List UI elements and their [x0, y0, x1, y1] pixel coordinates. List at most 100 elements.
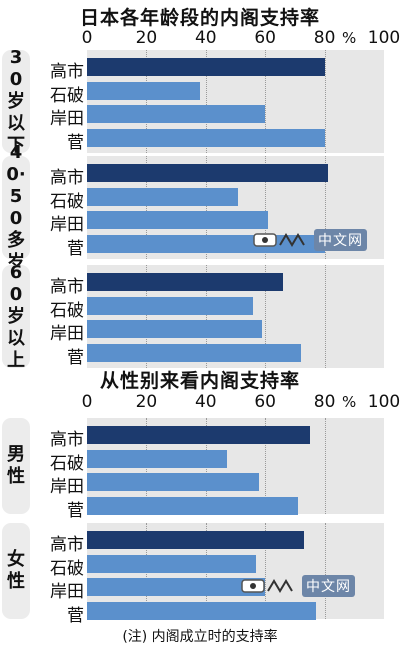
group-label-tab: 30岁以下 — [2, 47, 30, 156]
gridline — [324, 523, 326, 619]
bar-row: 高市 — [0, 426, 400, 450]
gridline — [324, 418, 326, 514]
bar — [87, 578, 266, 596]
bar-row: 石破 — [0, 449, 400, 474]
watermark-logo: 中文网 — [240, 575, 355, 597]
bar — [87, 164, 328, 182]
category-label: 高市 — [50, 62, 84, 82]
gridline — [324, 50, 326, 153]
bar — [87, 426, 310, 444]
x-tick-label: 100 — [367, 392, 400, 412]
gridline — [265, 50, 267, 153]
bar — [87, 496, 298, 515]
gridline — [324, 156, 326, 259]
bar-row: 高市 — [0, 58, 400, 82]
x-tick-label: 0 — [81, 392, 93, 412]
gridline — [265, 265, 267, 368]
bar-row: 岸田 — [0, 320, 400, 344]
x-tick-label: 60 — [254, 392, 277, 412]
gridline — [146, 50, 148, 153]
gridline — [205, 156, 207, 259]
chart-title-gender: 从性别来看内阁支持率 — [99, 370, 300, 392]
x-tick-label: 0 — [81, 28, 93, 48]
group-label-tab: 男性 — [2, 418, 30, 514]
x-tick-label: 40 — [194, 28, 217, 48]
bar — [87, 211, 269, 229]
category-label: 石破 — [50, 558, 84, 579]
bar-row: 菅 — [0, 601, 400, 626]
category-label: 菅 — [67, 500, 84, 521]
watermark-text: 中文网 — [314, 229, 367, 251]
gridline — [146, 156, 148, 259]
bar-group: 女性 高市石破岸田菅 — [0, 523, 400, 626]
category-label: 石破 — [50, 191, 84, 212]
category-label: 石破 — [50, 300, 84, 321]
bar-group: 男性 高市 石破岸田菅 — [0, 418, 400, 521]
bar-row: 石破 — [0, 81, 400, 106]
bar-row: 高市 — [0, 164, 400, 188]
x-axis: 0 20 40 60 80 100% — [0, 28, 400, 54]
watermark-text: 中文网 — [302, 575, 355, 597]
bar-row: 岸田 — [0, 211, 400, 235]
gridline — [265, 523, 267, 619]
axis-unit-label: % — [342, 393, 357, 411]
bar-row: 岸田 — [0, 105, 400, 129]
x-tick-label: 80 — [313, 392, 336, 412]
bar-row: 岸田 — [0, 578, 400, 602]
category-label: 菅 — [67, 347, 84, 368]
x-tick-label: 20 — [135, 28, 158, 48]
x-tick-label: 80 — [313, 28, 336, 48]
group-label-tab: 60岁以上 — [2, 262, 30, 371]
gridline — [146, 265, 148, 368]
category-label: 菅 — [67, 605, 84, 626]
bar-row: 高市 — [0, 273, 400, 297]
x-axis: 0 20 40 60 80 100% — [0, 392, 400, 418]
bar-group: 60岁以上 高市石破岸田菅 — [0, 262, 400, 371]
bar — [87, 601, 316, 620]
logo-mark-icon — [241, 579, 293, 593]
bar-row: 菅 — [0, 343, 400, 368]
category-label: 高市 — [50, 168, 84, 188]
x-tick-label: 20 — [135, 392, 158, 412]
bar-row: 石破 — [0, 187, 400, 212]
watermark-logo: 中文网 — [252, 229, 367, 251]
bar — [87, 296, 254, 315]
group-label: 30岁以下 — [7, 46, 25, 156]
gridline — [205, 50, 207, 153]
bar — [87, 105, 266, 123]
bar — [87, 187, 239, 206]
category-label: 高市 — [50, 430, 84, 450]
x-tick-label: 60 — [254, 28, 277, 48]
category-label: 岸田 — [50, 477, 84, 497]
gridline — [265, 418, 267, 514]
bar — [87, 320, 263, 338]
group-label: 60岁以上 — [7, 261, 25, 371]
group-label: 女性 — [7, 549, 25, 592]
footnote: (注) 内阁成立时的支持率 — [122, 629, 278, 645]
category-label: 岸田 — [50, 324, 84, 344]
bar-row: 菅 — [0, 128, 400, 153]
bar-row: 菅 — [0, 496, 400, 521]
bar — [87, 343, 301, 362]
bar-group: 30岁以下 高市石破岸田菅 — [0, 47, 400, 156]
category-label: 岸田 — [50, 582, 84, 602]
chart-title-age: 日本各年龄段的内阁支持率 — [79, 7, 320, 29]
x-tick-label: 100 — [367, 28, 400, 48]
group-label-tab: 40·50多岁 — [2, 142, 30, 273]
category-label: 高市 — [50, 277, 84, 297]
bar-row: 岸田 — [0, 473, 400, 497]
group-label-tab: 女性 — [2, 523, 30, 619]
bar — [87, 81, 200, 100]
bar-row: 石破 — [0, 554, 400, 579]
x-tick-label: 40 — [194, 392, 217, 412]
bar — [87, 58, 325, 76]
bar — [87, 449, 227, 468]
category-label: 岸田 — [50, 109, 84, 129]
category-label: 高市 — [50, 535, 84, 555]
category-label: 石破 — [50, 85, 84, 106]
gridline — [265, 156, 267, 259]
bar — [87, 128, 325, 147]
gridline — [324, 265, 326, 368]
bar — [87, 554, 257, 573]
bar-group: 40·50多岁 高市 石破 岸田菅 — [0, 142, 400, 273]
